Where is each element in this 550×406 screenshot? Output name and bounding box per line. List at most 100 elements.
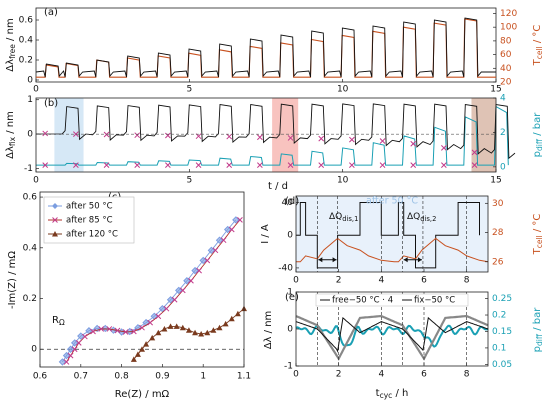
dq-arrowhead <box>417 257 422 263</box>
marker-x <box>379 138 386 144</box>
point-triangle <box>185 327 192 333</box>
point-diamond <box>158 304 167 313</box>
shaded-region <box>54 98 84 172</box>
legend-box <box>315 293 469 307</box>
legend-label: after 50 °C <box>66 202 113 212</box>
x-tick-label: 0 <box>33 176 39 186</box>
y-axis-label-left: I / A <box>260 224 271 244</box>
marker-x <box>165 162 171 168</box>
point-x <box>163 305 170 312</box>
point-x <box>90 328 96 335</box>
legend-marker <box>52 231 58 237</box>
x-tick-label: 8 <box>464 276 470 286</box>
y-tick-label: 0.2 <box>23 294 37 304</box>
point-triangle <box>173 323 180 329</box>
point-diamond <box>215 236 224 244</box>
dq-arrowhead <box>403 257 408 263</box>
y-axis-label-left: Δλ / nm <box>263 311 274 350</box>
y-tick-label: 0.6 <box>23 193 38 203</box>
y-tick-label: 0.2 <box>19 56 33 66</box>
current-line <box>296 202 480 269</box>
y-axis-label-right: Tcell / °C <box>532 214 544 256</box>
y-axis-label: -Im(Z) / mΩ <box>7 251 18 309</box>
marker-x <box>195 133 202 140</box>
marker-x <box>134 162 141 168</box>
y-tick-label: -1 <box>24 164 33 174</box>
y-tick-label: 0.4 <box>23 243 38 253</box>
point-x <box>196 267 202 274</box>
point-x <box>155 313 162 320</box>
y-axis-label-left: Δλfix / nm <box>5 111 17 159</box>
marker-x <box>379 162 386 168</box>
series-line <box>133 308 245 360</box>
point-triangle <box>139 346 145 352</box>
y-axis-label-right: Tcell / °C <box>532 25 544 67</box>
marker-x <box>349 162 355 168</box>
panel-label: (d) <box>285 196 299 207</box>
panel-e: free−50 °C · 4 fix−50 °C(e)0 2 4 6 8-1010.050… <box>263 288 544 401</box>
y-tick-label-right: 40 <box>500 64 512 74</box>
y-tick-label: -1 <box>284 362 293 372</box>
point-x <box>179 287 186 294</box>
point-x <box>204 257 211 264</box>
y-tick-label: 0 <box>27 76 33 86</box>
y-tick-label: 0.4 <box>19 36 34 46</box>
point-x <box>237 217 243 223</box>
x-tick-label: 0 <box>33 85 39 95</box>
point-triangle <box>234 310 241 317</box>
dq-arrowhead <box>318 257 323 263</box>
x-tick-label: 15 <box>490 85 501 95</box>
point-diamond <box>183 277 191 285</box>
legend-label: fix−50 °C <box>414 296 455 306</box>
temperature-line <box>296 237 489 263</box>
y-tick-label-right: 0.2 <box>492 311 506 321</box>
x-tick-label: 10 <box>337 85 349 95</box>
annotation-dq2: ΔQdis,2 <box>407 212 436 224</box>
point-x <box>122 329 129 335</box>
point-diamond <box>191 266 199 275</box>
annotation-r-ohm: RΩ <box>52 315 65 327</box>
marker-x <box>42 130 49 137</box>
x-tick-label: 0.6 <box>33 372 48 382</box>
panel-title: after 50 °C <box>366 196 418 207</box>
y-tick-label-right: 30 <box>492 199 504 209</box>
point-x <box>106 326 113 332</box>
axes-frame <box>35 7 497 83</box>
axes-frame <box>39 191 245 368</box>
y-tick-label-right: 80 <box>500 36 512 46</box>
y-tick-label: 0 <box>27 130 33 140</box>
x-tick-label: 0 <box>293 370 299 380</box>
x-tick-label: 4 <box>378 276 384 286</box>
x-tick-label: 2 <box>336 370 342 380</box>
dq-arrowhead <box>332 257 337 263</box>
wavelength-fix-line <box>36 103 516 160</box>
point-triangle <box>155 329 162 336</box>
x-tick-label: 6 <box>421 276 427 286</box>
point-x <box>147 319 154 326</box>
marker-x <box>195 162 202 168</box>
x-tick-label: 5 <box>186 176 192 186</box>
pressure-line <box>295 324 489 348</box>
x-tick-label: 8 <box>464 370 470 380</box>
x-tick-label: 4 <box>378 370 384 380</box>
panel-label: (e) <box>285 292 299 303</box>
point-diamond <box>207 246 216 255</box>
point-diamond <box>232 216 240 224</box>
point-diamond <box>166 296 175 304</box>
y-tick-label: 0 <box>31 345 37 355</box>
x-axis-label: Re(Z) / mΩ <box>115 389 170 400</box>
x-tick-label: 6 <box>421 370 427 380</box>
point-diamond <box>58 358 67 366</box>
x-tick-label: 1.1 <box>237 372 251 382</box>
y-tick-label: 0 <box>287 231 293 241</box>
point-x <box>67 352 74 359</box>
point-diamond <box>199 256 207 265</box>
marker-x <box>257 134 263 141</box>
free-line <box>295 315 489 361</box>
legend: after 50 °C after 85 °C after 120 °C <box>43 196 135 244</box>
point-triangle <box>134 351 141 357</box>
point-x <box>212 247 219 254</box>
y-tick-label-right: 28 <box>492 228 504 238</box>
point-triangle <box>149 334 156 341</box>
legend-label: after 120 °C <box>66 230 118 240</box>
